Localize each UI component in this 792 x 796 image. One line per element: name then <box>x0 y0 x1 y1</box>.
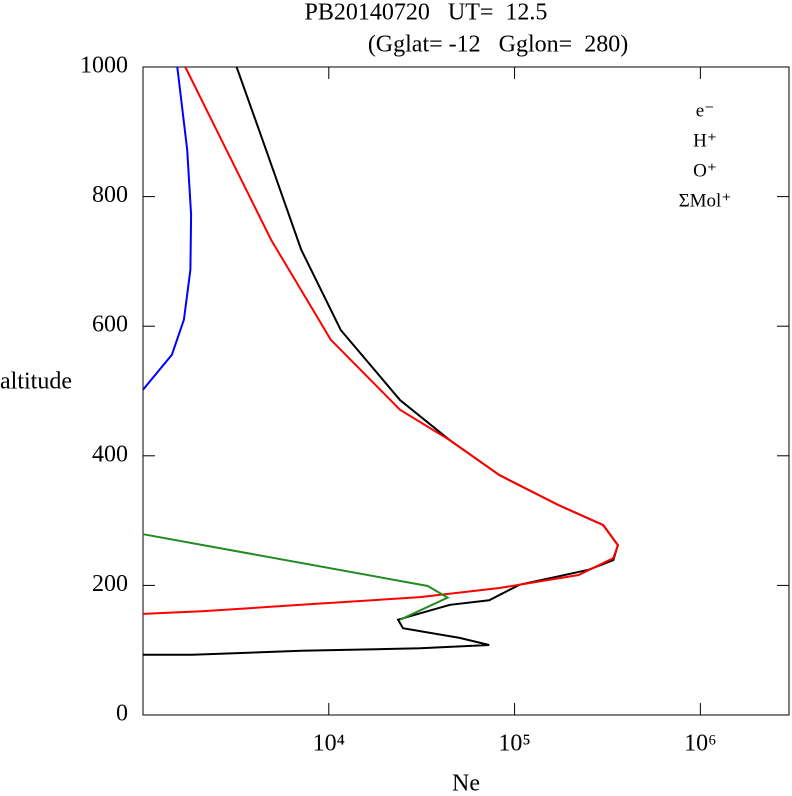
y-tick-label: 0 <box>116 701 128 727</box>
legend-label: e⁻ <box>696 100 714 121</box>
plot-frame <box>142 66 790 716</box>
legend-label: ΣMol⁺ <box>679 190 732 211</box>
x-tick-label: 10⁶ <box>684 731 716 757</box>
series-line <box>142 66 193 391</box>
y-tick-label: 1000 <box>80 53 128 79</box>
chart-title: PB20140720 UT= 12.5 <box>305 0 548 26</box>
x-axis-label: Ne <box>452 771 480 796</box>
series-line <box>143 66 620 656</box>
series-line <box>142 533 450 621</box>
legend-label: H⁺ <box>693 130 717 151</box>
y-tick-label: 800 <box>92 182 128 208</box>
x-tick-label: 10⁵ <box>498 731 530 757</box>
x-tick-label: 10⁴ <box>313 731 345 757</box>
y-tick-label: 200 <box>92 571 128 597</box>
y-tick-label: 400 <box>92 441 128 467</box>
legend-label: O⁺ <box>693 160 717 181</box>
y-tick-label: 600 <box>92 312 128 338</box>
chart-subtitle: (Gglat= -12 Gglon= 280) <box>368 32 628 58</box>
y-axis-label: altitude <box>0 369 72 395</box>
series-line <box>142 66 620 615</box>
